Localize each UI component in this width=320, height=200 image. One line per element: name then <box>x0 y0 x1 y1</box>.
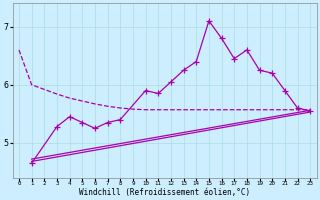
X-axis label: Windchill (Refroidissement éolien,°C): Windchill (Refroidissement éolien,°C) <box>79 188 250 197</box>
